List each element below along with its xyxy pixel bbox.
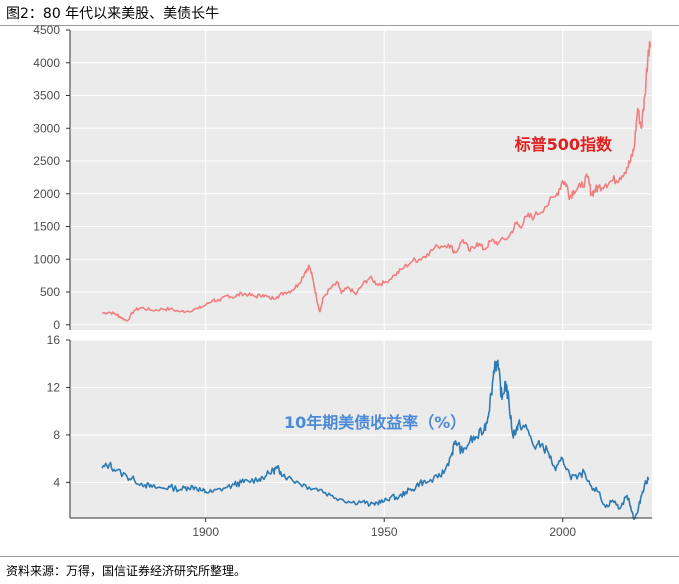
sp500-y-tick-label: 2500 <box>33 154 60 168</box>
sp500-y-tick-label: 4500 <box>33 23 60 37</box>
yield-series-line <box>101 359 650 520</box>
shared-x-axis: 1900 1950 2000 <box>70 517 652 539</box>
source-rule <box>0 556 679 557</box>
yield-plot-background <box>70 340 652 518</box>
sp500-series-label: 标普500指数 <box>514 135 613 154</box>
sp500-plot-background <box>70 30 652 330</box>
sp500-gridlines <box>70 29 652 330</box>
yield-y-tick-label: 4 <box>53 475 60 489</box>
source-note: 资料来源：万得，国信证券经济研究所整理。 <box>6 564 247 578</box>
sp500-panel: 0 500 1000 1500 2000 2500 3000 3500 4000 4500 标普5… <box>33 23 652 332</box>
sp500-y-axis: 0 500 1000 1500 2000 2500 3000 3500 4000 4500 <box>33 23 71 332</box>
yield-panel: 4 8 12 16 1900 1950 2000 10年期美债收益率（%） <box>47 333 652 539</box>
yield-y-tick-label: 8 <box>53 428 60 442</box>
sp500-y-tick-label: 2000 <box>33 187 60 201</box>
x-tick-label: 2000 <box>549 525 576 539</box>
yield-y-axis: 4 8 12 16 <box>47 333 71 518</box>
sp500-y-tick-label: 0 <box>53 318 60 332</box>
title-rule <box>0 25 679 26</box>
yield-series-label: 10年期美债收益率（%） <box>284 413 466 432</box>
sp500-y-tick-label: 3500 <box>33 89 60 103</box>
x-tick-label: 1900 <box>192 525 219 539</box>
yield-y-tick-label: 16 <box>47 333 61 347</box>
yield-gridlines <box>70 339 652 518</box>
yield-y-tick-label: 12 <box>47 380 61 394</box>
x-tick-label: 1950 <box>371 525 398 539</box>
sp500-y-tick-label: 500 <box>40 285 60 299</box>
sp500-y-tick-label: 1500 <box>33 220 60 234</box>
sp500-y-tick-label: 1000 <box>33 252 60 266</box>
sp500-y-tick-label: 4000 <box>33 56 60 70</box>
sp500-series-line <box>102 40 651 322</box>
sp500-y-tick-label: 3000 <box>33 121 60 135</box>
figure-title: 图2：80 年代以来美股、美债长牛 <box>6 6 220 22</box>
